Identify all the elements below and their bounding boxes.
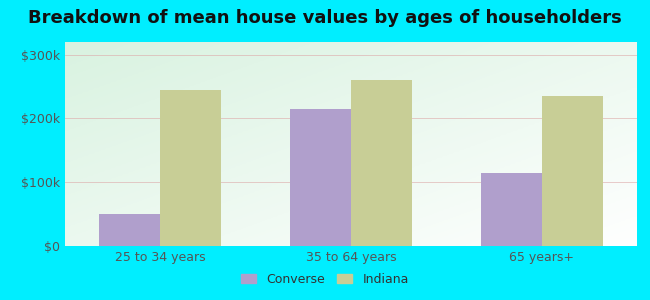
- Bar: [290, 109, 351, 246]
- Text: Breakdown of mean house values by ages of householders: Breakdown of mean house values by ages o…: [28, 9, 622, 27]
- Bar: [99, 214, 161, 246]
- Bar: [480, 173, 541, 246]
- Legend: Converse, Indiana: Converse, Indiana: [236, 268, 414, 291]
- Bar: [161, 90, 222, 246]
- Bar: [541, 96, 603, 246]
- Bar: [351, 80, 412, 246]
